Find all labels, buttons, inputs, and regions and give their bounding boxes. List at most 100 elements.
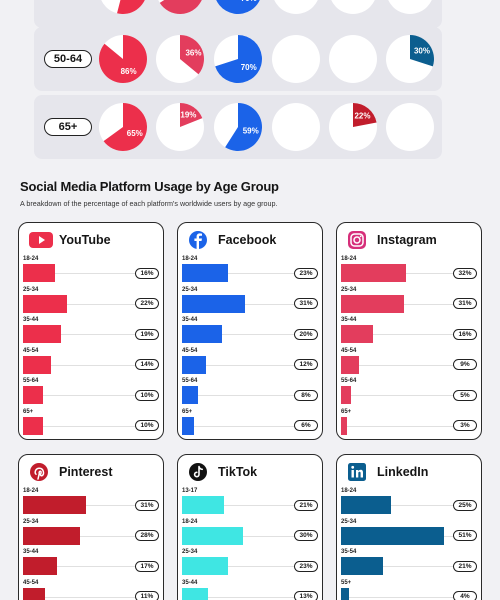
age-category-label: 35-44: [23, 317, 39, 323]
platform-name: Pinterest: [59, 465, 113, 479]
pie-slice-chart: 19%: [156, 103, 204, 151]
bar: [182, 416, 195, 435]
bar: [341, 294, 404, 313]
bar-track: 14%: [23, 355, 159, 374]
bar-value-label: 10%: [135, 389, 159, 401]
bar-value-label: 32%: [453, 267, 477, 279]
pie-value-label: 70%: [241, 63, 257, 72]
bar-track: 19%: [23, 325, 159, 343]
bar-track: 23%: [182, 264, 318, 282]
bar-track: 6%: [182, 416, 318, 435]
pie-chart-grid: 54% 66% 70% 50-64 86% 36% 70% 30% 65+ 65% 19% 59% 22…: [34, 0, 442, 163]
pie-slice: [180, 35, 204, 75]
bar: [23, 294, 68, 313]
bar: [182, 496, 225, 514]
bar-track: 16%: [341, 325, 477, 343]
bar-track: 11%: [23, 587, 159, 600]
bar-value-label: 9%: [453, 359, 477, 370]
platform-name: LinkedIn: [377, 465, 429, 479]
age-category-label: 25-34: [341, 286, 357, 293]
age-category-label: 65+: [182, 408, 193, 415]
pie-slice-chart: [329, 35, 377, 83]
platform-card-tiktok: TikTok 13-17 21% 18-24 30% 25-34 23% 35-44 13%: [177, 454, 323, 600]
bar-track: 31%: [23, 496, 159, 514]
age-category-label: 45-54: [23, 347, 39, 354]
bar-track: 30%: [182, 526, 318, 545]
pie-slice-chart: 70%: [214, 35, 262, 83]
pinterest-logo-icon: [30, 463, 48, 481]
platform-name: Instagram: [377, 233, 437, 247]
bar-value-label: 3%: [453, 420, 477, 431]
bar: [182, 264, 229, 282]
section-title: Social Media Platform Usage by Age Group: [20, 179, 279, 194]
bar-track: 51%: [341, 526, 477, 545]
bar-value-label: 12%: [294, 359, 318, 370]
platform-name: YouTube: [59, 233, 111, 247]
pie-slice: [117, 0, 145, 14]
bar: [23, 526, 80, 545]
bar-track: 32%: [341, 264, 477, 282]
age-category-label: 18-24: [23, 488, 39, 494]
bar: [341, 587, 350, 600]
card-header: TikTok: [188, 462, 257, 482]
age-category-label: 55-64: [23, 378, 39, 384]
bar-track: 3%: [341, 416, 477, 435]
pie-value-label: 65%: [127, 129, 143, 138]
pie-value-label: 66%: [184, 0, 200, 1]
bar-value-label: 21%: [294, 499, 318, 511]
card-header: LinkedIn: [347, 462, 428, 482]
age-category-label: 45-54: [341, 347, 357, 354]
pie-slice: [410, 35, 435, 67]
bar-track: 16%: [23, 264, 159, 282]
tiktok-logo-icon: [189, 463, 207, 481]
pie-slice-chart: [272, 103, 320, 151]
age-category-label: 18-24: [341, 256, 357, 262]
bar: [23, 386, 44, 404]
age-category-label: 45-54: [23, 579, 39, 586]
bar: [341, 355, 360, 374]
age-category-label: 65+: [23, 408, 34, 415]
bar-value-label: 23%: [294, 267, 318, 279]
pie-slice-chart: [274, 0, 318, 14]
bar: [182, 557, 229, 575]
platform-name: TikTok: [218, 465, 258, 479]
bar-track: 17%: [23, 557, 159, 575]
pie-slice: [180, 103, 203, 127]
age-category-label: 25-34: [182, 549, 198, 555]
pie-slice: [216, 0, 260, 14]
card-header: YouTube: [29, 230, 111, 250]
bar: [23, 355, 52, 374]
bar-value-label: 4%: [453, 591, 477, 600]
bar: [182, 355, 207, 374]
age-category-label: 25-34: [182, 286, 198, 293]
age-category-label: 35-44: [182, 579, 198, 586]
pie-slice-chart: [331, 0, 375, 14]
platform-card-pinterest: Pinterest 18-24 31% 25-34 28% 35-44 17% 45-54 11…: [18, 454, 164, 600]
bar: [182, 587, 209, 600]
age-category-label: 35-44: [23, 549, 39, 555]
bar-track: 9%: [341, 355, 477, 374]
pie-slice-chart: [388, 0, 432, 14]
age-group-label: 50-64: [44, 50, 92, 68]
age-group-label: 65+: [44, 118, 92, 136]
bar-value-label: 11%: [135, 591, 159, 600]
bar: [23, 587, 46, 600]
age-category-label: 35-44: [182, 317, 198, 323]
bar-value-label: 17%: [135, 560, 159, 572]
bar: [23, 325, 62, 343]
youtube-logo-icon: [29, 232, 53, 248]
pie-slice-chart: 66%: [158, 0, 202, 14]
bar-value-label: 14%: [135, 359, 159, 370]
bar-value-label: 8%: [294, 389, 318, 401]
bar-track: 5%: [341, 386, 477, 404]
bar: [341, 386, 352, 404]
bar-track: 23%: [182, 557, 318, 575]
bar: [23, 264, 56, 282]
pie-slice-chart: [386, 103, 434, 151]
bar-track: 13%: [182, 587, 318, 600]
bar: [341, 496, 392, 514]
age-category-label: 13-17: [182, 488, 198, 494]
platform-name: Facebook: [218, 233, 277, 247]
bar-track: 12%: [182, 355, 318, 374]
pie-slice-chart: 86%: [99, 35, 148, 83]
